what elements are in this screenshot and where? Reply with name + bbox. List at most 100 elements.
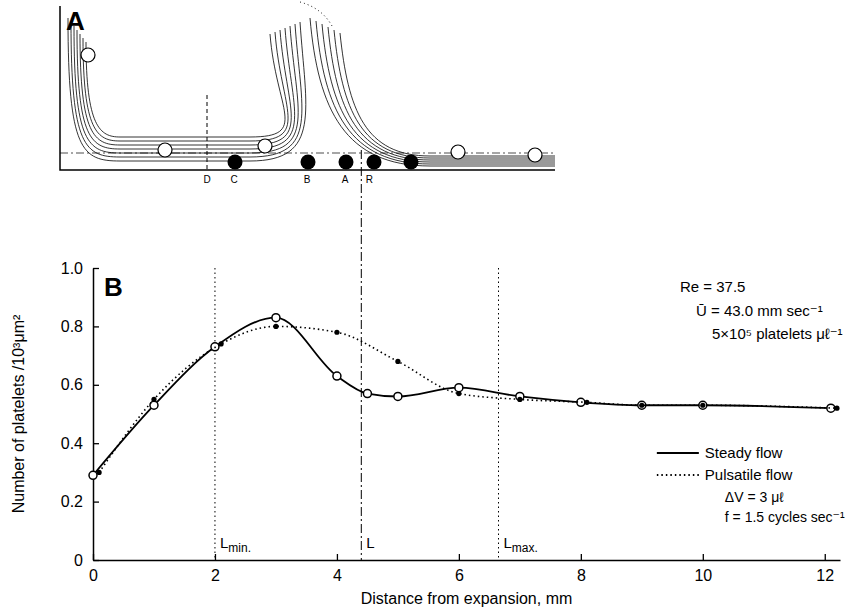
tick-mark (93, 385, 99, 386)
legend-note: ΔV = 3 μℓ (725, 489, 784, 505)
data-point (395, 359, 400, 364)
tick: 8 (577, 554, 586, 584)
data-point (456, 391, 461, 396)
tick: 10 (694, 554, 712, 584)
legend-label: Pulsatile flow (705, 466, 793, 483)
platelet-free (81, 48, 95, 62)
tick-mark (93, 501, 99, 502)
streamline (77, 28, 295, 149)
tick-label: 6 (455, 567, 464, 584)
tick-label: 0.4 (61, 435, 83, 452)
streamline (71, 22, 302, 157)
tick-mark (459, 554, 460, 560)
platelet-deposited (301, 155, 316, 170)
diagram-label: R (366, 174, 373, 185)
diagram-label: D (203, 174, 210, 185)
streamline (340, 33, 555, 156)
wall (60, 6, 555, 170)
reference-label-sub: min. (228, 541, 251, 555)
tick-mark (581, 554, 582, 560)
streamline (74, 26, 298, 153)
axis-line (93, 269, 95, 561)
data-point (218, 341, 223, 346)
legend-swatch (657, 474, 699, 476)
streamline (310, 18, 555, 166)
section-line (207, 95, 208, 170)
tick: 2 (211, 554, 220, 584)
tick-mark (825, 554, 826, 560)
annotation: Re = 37.5 (680, 278, 745, 295)
data-point (334, 330, 339, 335)
tick: 0 (74, 552, 99, 569)
data-point (363, 390, 371, 398)
chart: 02468101200.20.40.60.81.0Distance from e… (10, 150, 845, 607)
tick-mark (93, 443, 99, 444)
tick: 6 (455, 554, 464, 584)
data-point (517, 397, 522, 402)
figure: DCBARA02468101200.20.40.60.81.0Distance … (0, 0, 853, 615)
x-axis-title: Distance from expansion, mm (361, 590, 573, 607)
platelet-deposited (367, 155, 382, 170)
data-point (394, 392, 402, 400)
tick-label: 2 (211, 567, 220, 584)
dividing-line (60, 153, 555, 154)
tick-label: 0 (89, 567, 98, 584)
reference-label: L (366, 534, 374, 551)
data-point (150, 401, 158, 409)
tick: 0.8 (61, 318, 99, 335)
data-point (96, 470, 101, 475)
streamline (80, 30, 291, 145)
streamline (68, 18, 306, 161)
tick-label: 0.2 (61, 493, 83, 510)
data-point (584, 400, 589, 405)
reference-label-sub: max. (512, 541, 538, 555)
legend-label: Steady flow (705, 444, 783, 461)
annotation: Ū = 43.0 mm sec⁻¹ (696, 302, 823, 319)
diagram-label: A (342, 174, 349, 185)
data-point (333, 372, 341, 380)
x-axis: 0 2 4 6 8 10 12 (89, 554, 840, 584)
streamline (322, 24, 555, 162)
tick: 0.2 (61, 493, 99, 510)
annotation: 5×10⁵ platelets μℓ⁻¹ (712, 325, 843, 342)
tick-mark (93, 268, 99, 269)
data-point (834, 406, 839, 411)
reference-line (498, 268, 499, 560)
tick-mark (93, 326, 99, 327)
tick-label: 0.8 (61, 318, 83, 335)
tick: 12 (816, 554, 834, 584)
tick: 4 (333, 554, 342, 584)
axis-line (94, 560, 841, 562)
tick-mark (703, 554, 704, 560)
platelet-deposited (339, 155, 354, 170)
diagram-label: C (230, 174, 237, 185)
tick-label: 10 (694, 567, 712, 584)
tick-mark (93, 560, 99, 561)
panel-label: B (104, 272, 123, 302)
diagram-label: B (304, 174, 311, 185)
tick-label: 1.0 (61, 260, 83, 277)
streamline (83, 32, 288, 141)
panel-label: A (66, 6, 85, 36)
data-point (273, 324, 278, 329)
reference-line (361, 150, 362, 560)
tick: 1.0 (61, 260, 99, 277)
platelet-deposited (228, 155, 243, 170)
streamline (316, 21, 555, 164)
platelet-free (158, 143, 172, 157)
data-point (699, 401, 707, 409)
tick-mark (337, 554, 338, 560)
streamline (86, 34, 285, 137)
streamline (334, 30, 555, 158)
reference-label-main: L (220, 534, 228, 551)
tick-label: 12 (816, 567, 834, 584)
data-point (151, 397, 156, 402)
y-axis: 00.20.40.60.81.0 (61, 260, 99, 569)
data-point (89, 471, 97, 479)
data-point (639, 403, 644, 408)
legend-swatch (657, 452, 699, 454)
streamline (328, 27, 555, 160)
reference-label-main: L (504, 534, 512, 551)
platelet-deposited (404, 155, 419, 170)
tick: 0.4 (61, 435, 99, 452)
